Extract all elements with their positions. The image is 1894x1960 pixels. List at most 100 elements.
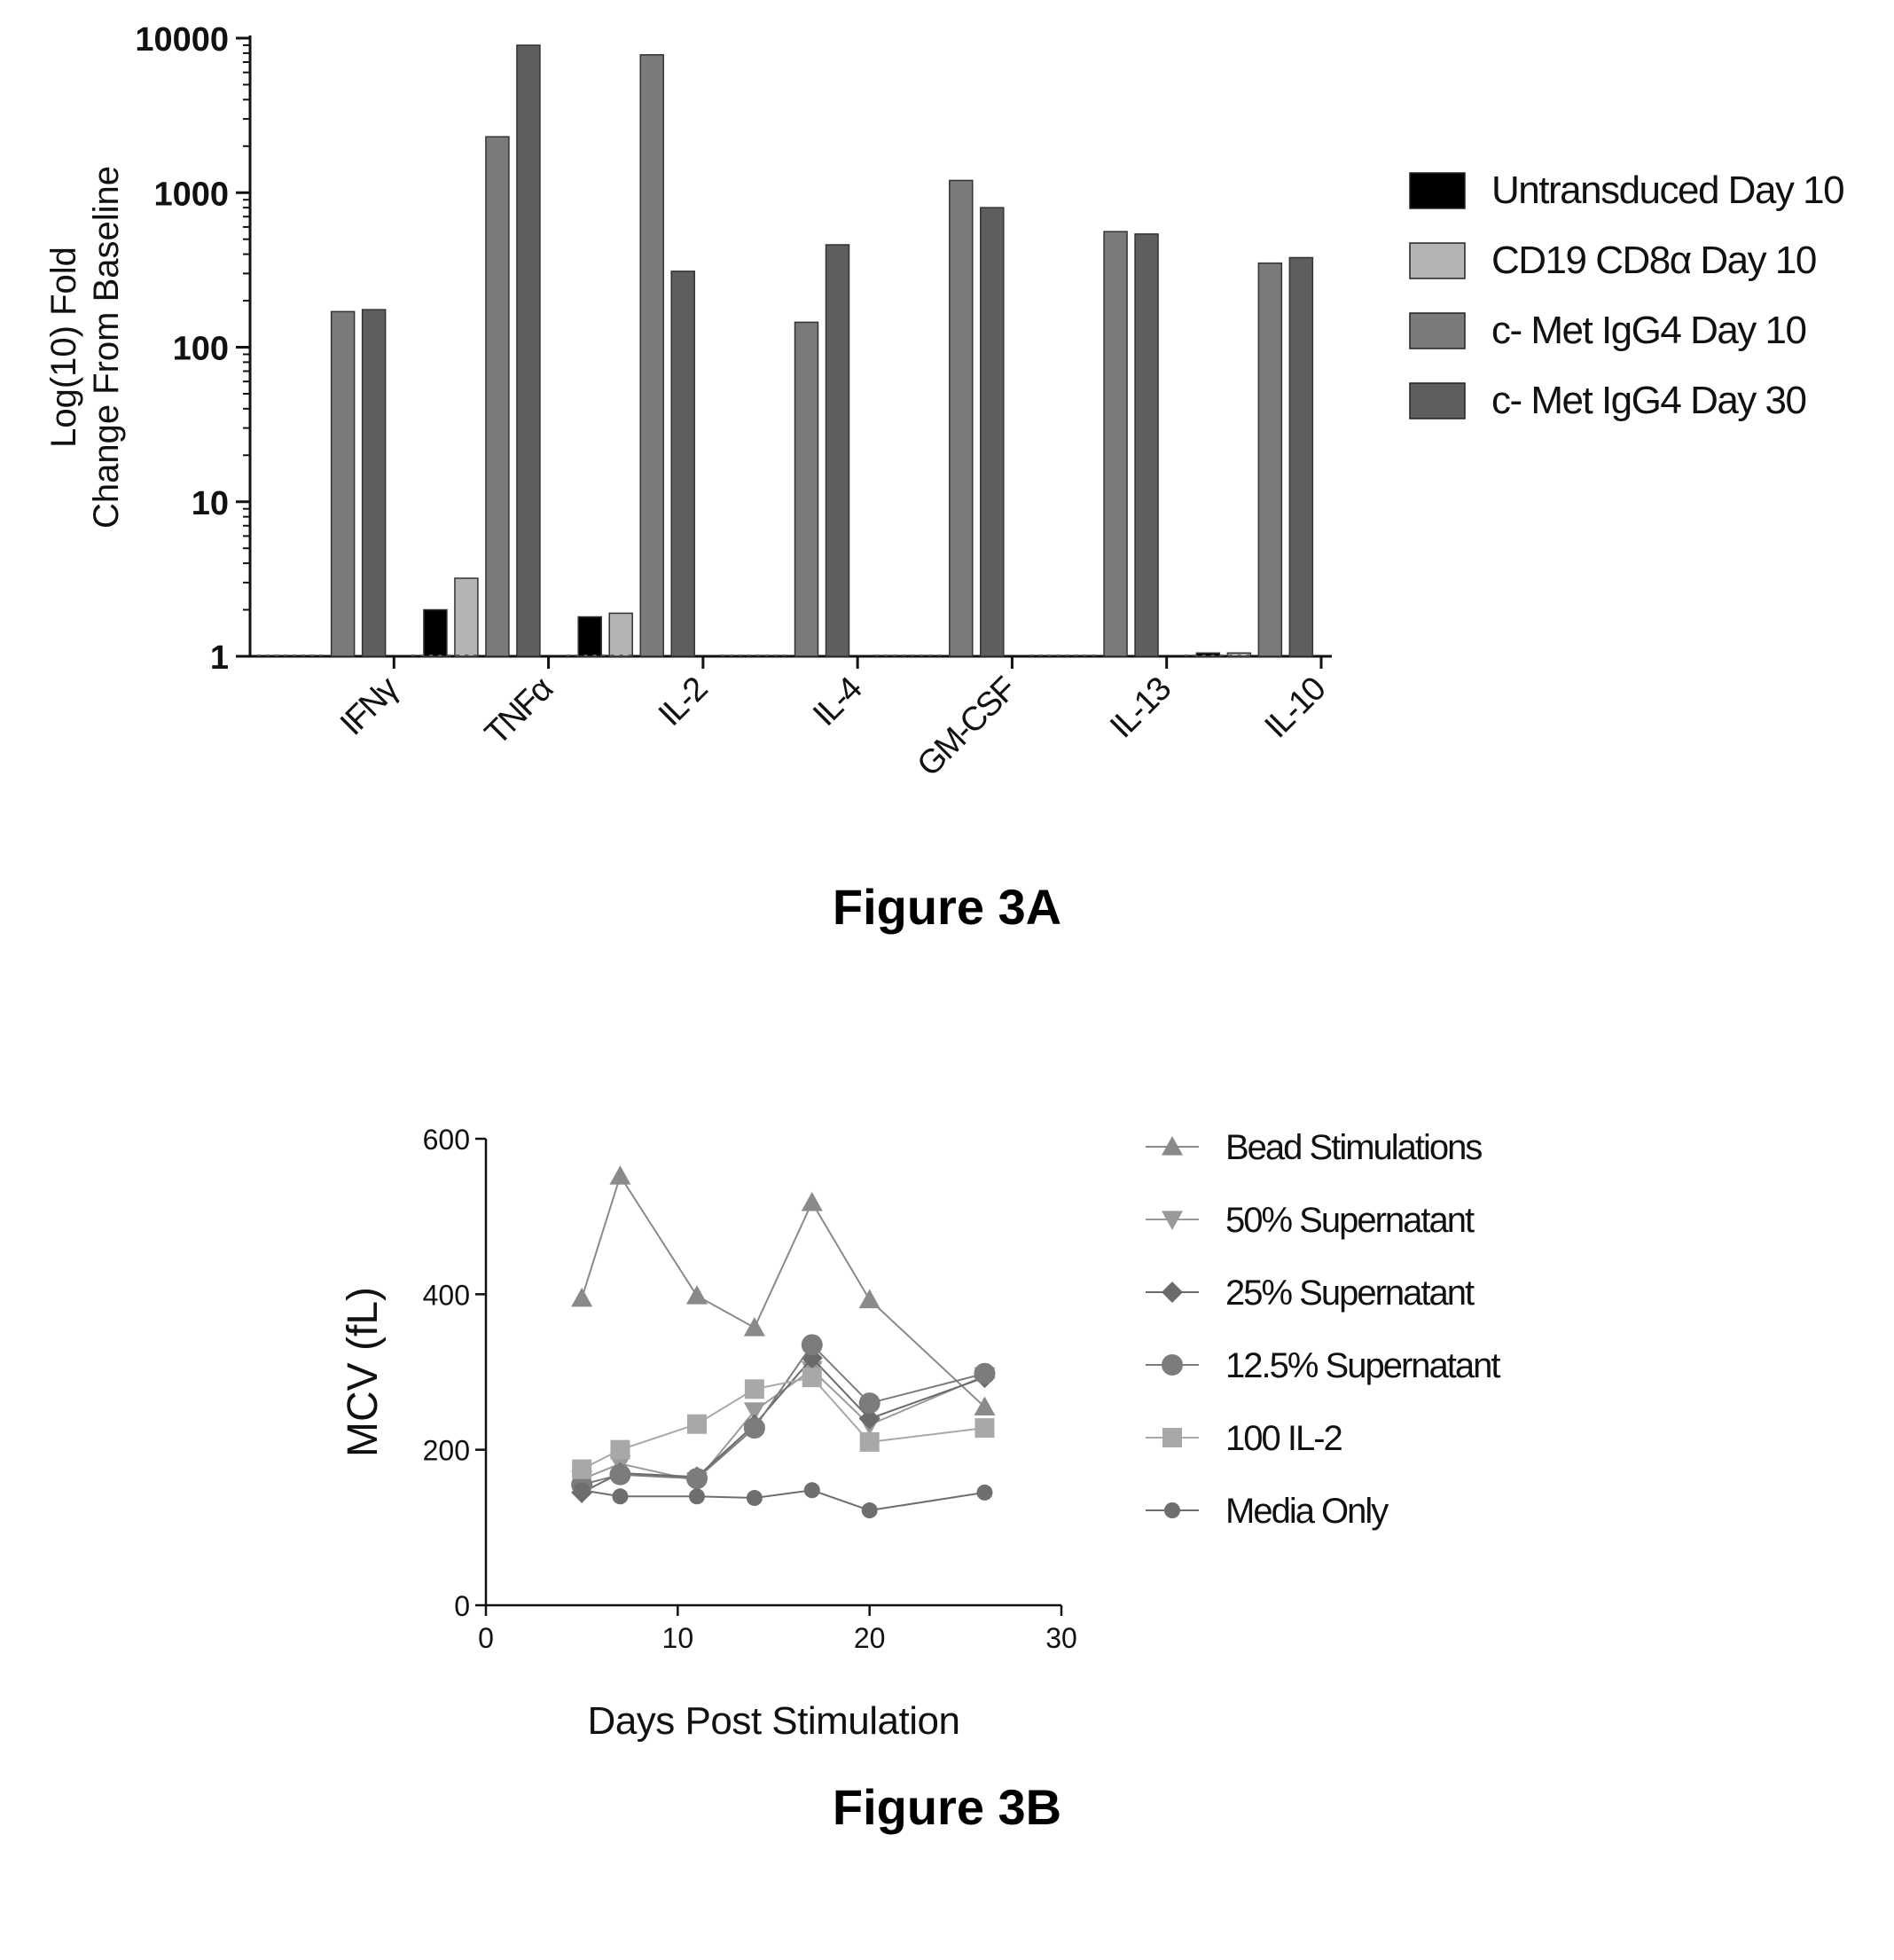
point-12-5-supernatant-day-20	[858, 1392, 880, 1415]
bar-untransduced-day-10-il-10	[1195, 652, 1221, 657]
point-media-only-day-11	[688, 1488, 705, 1505]
bar-c-met-igg4-day-30-il-13	[1134, 233, 1159, 657]
chart-3a: 1 10 100 1000 10000 Log(10) Fold Change From B…	[44, 21, 1845, 784]
series-100-il-2	[572, 1368, 995, 1479]
point-100-il-2-day-17	[802, 1368, 822, 1388]
chart-3b: 0 200 400 600 0 10 20 30 Days Post Stimulation MC…	[340, 1124, 1502, 1743]
bar-cd19-cd8-day-10-tnf	[454, 577, 479, 657]
line-bead-stimulations	[581, 1173, 986, 1408]
y-tick-label: 10000	[135, 21, 229, 59]
point-media-only-day-14	[746, 1490, 763, 1507]
y-tick-label: 600	[423, 1124, 470, 1156]
point-media-only-day-17	[803, 1482, 820, 1499]
legend-label-untransduced-day-10: Untransduced Day 10	[1491, 169, 1843, 212]
point-media-only-day-20	[861, 1502, 878, 1519]
legend-label-25-supernatant: 25% Supernatant	[1225, 1274, 1475, 1313]
bar-untransduced-day-10-il-2	[577, 615, 602, 657]
bar-c-met-igg4-day-30-il-10	[1288, 256, 1314, 657]
legend-label-bead-stimulations: Bead Stimulations	[1225, 1128, 1482, 1167]
legend-swatch-c-met-igg4-day-30	[1409, 382, 1466, 419]
point-media-only-day-5	[574, 1482, 591, 1499]
bar-c-met-igg4-day-10-tnf	[485, 136, 510, 657]
point-media-only-day-26	[976, 1484, 993, 1501]
x-axis-label: Days Post Stimulation	[588, 1699, 960, 1743]
legend-swatch-c-met-igg4-day-10	[1409, 312, 1466, 349]
x-tick-label-il-2: IL-2	[652, 670, 715, 733]
point-12-5-supernatant-day-14	[743, 1417, 765, 1439]
bar-c-met-igg4-day-10-il-2	[639, 54, 664, 657]
bar-c-met-igg4-day-10-il-4	[794, 321, 819, 657]
series-bead-stimulations	[571, 1165, 996, 1416]
x-tick-label: 0	[478, 1622, 494, 1654]
x-tick-label-ifn: IFNγ	[333, 670, 406, 742]
y-axis-label-line: Log(10) Fold	[44, 247, 83, 448]
caption-figure-3a: Figure 3A	[832, 879, 1062, 935]
legend-label-c-met-igg4-day-30: c- Met IgG4 Day 30	[1491, 379, 1806, 422]
y-axis-label: Log(10) Fold Change From Baseline	[44, 166, 126, 529]
y-tick-label: 10	[192, 485, 229, 522]
y-tick-label: 1000	[153, 176, 229, 213]
x-tick-label-gm-csf: GM-CSF	[911, 670, 1024, 784]
y-tick-label: 400	[423, 1279, 470, 1311]
line-media-only	[582, 1489, 985, 1512]
legend-swatch-cd19-cd8-day-10	[1409, 242, 1466, 279]
point-bead-stimulations-day-17	[801, 1191, 823, 1211]
y-tick-label: 1	[210, 639, 229, 677]
legend-label-media-only: Media Only	[1225, 1492, 1389, 1531]
legend-label-50-supernatant: 50% Supernatant	[1225, 1201, 1475, 1240]
legend-marker-12-5-supernatant	[1162, 1354, 1183, 1376]
point-100-il-2-day-7	[610, 1439, 630, 1460]
bar-c-met-igg4-day-10-il-10	[1257, 262, 1283, 657]
legend-label-12-5-supernatant: 12.5% Supernatant	[1225, 1346, 1500, 1385]
series-50-supernatant	[571, 1360, 996, 1492]
point-media-only-day-7	[612, 1488, 629, 1505]
point-bead-stimulations-day-11	[685, 1285, 708, 1305]
point-100-il-2-day-11	[686, 1414, 707, 1434]
y-tick-label: 200	[423, 1435, 470, 1467]
bar-c-met-igg4-day-10-il-13	[1103, 231, 1128, 657]
legend-marker-media-only	[1164, 1502, 1180, 1518]
legend-swatch-untransduced-day-10	[1409, 172, 1466, 209]
figure-page: 1 10 100 1000 10000 Log(10) Fold Change From B…	[44, 21, 1845, 1835]
point-bead-stimulations-day-26	[974, 1396, 996, 1416]
bar-c-met-igg4-day-30-gm-csf	[980, 207, 1005, 657]
x-tick-label: 10	[662, 1622, 694, 1654]
y-tick-label: 0	[454, 1590, 470, 1622]
x-tick-label-tnf: TNFα	[478, 670, 560, 753]
bar-c-met-igg4-day-30-il-4	[825, 244, 850, 657]
legend-label-c-met-igg4-day-10: c- Met IgG4 Day 10	[1491, 309, 1806, 352]
bar-c-met-igg4-day-10-ifn	[330, 310, 356, 657]
point-bead-stimulations-day-20	[858, 1289, 880, 1309]
bar-untransduced-day-10-tnf	[423, 608, 448, 657]
bar-cd19-cd8-day-10-il-2	[608, 612, 633, 657]
point-100-il-2-day-14	[744, 1379, 764, 1399]
point-bead-stimulations-day-7	[609, 1165, 631, 1185]
y-axis-label-line: Change From Baseline	[87, 166, 126, 529]
line-25-supernatant	[581, 1356, 985, 1494]
point-50-supernatant-day-14	[743, 1402, 765, 1422]
point-bead-stimulations-day-14	[743, 1317, 765, 1337]
point-25-supernatant-day-17	[801, 1347, 823, 1369]
point-12-5-supernatant-day-17	[801, 1334, 823, 1356]
x-tick-label-il-4: IL-4	[806, 670, 870, 733]
legend-marker-50-supernatant	[1162, 1211, 1183, 1230]
legend-label-cd19-cd8-day-10: CD19 CD8α Day 10	[1491, 239, 1816, 282]
point-100-il-2-day-20	[859, 1431, 880, 1452]
line-12-5-supernatant	[581, 1343, 985, 1486]
point-12-5-supernatant-day-26	[974, 1362, 996, 1384]
point-bead-stimulations-day-5	[571, 1287, 593, 1307]
point-25-supernatant-day-20	[858, 1407, 880, 1430]
point-12-5-supernatant-day-7	[609, 1463, 631, 1486]
x-tick-label: 20	[854, 1622, 886, 1654]
y-tick-label: 100	[173, 331, 229, 368]
series-12-5-supernatant	[571, 1334, 996, 1496]
point-12-5-supernatant-day-11	[685, 1468, 708, 1490]
bar-c-met-igg4-day-30-il-2	[670, 270, 695, 657]
bar-c-met-igg4-day-30-tnf	[516, 44, 541, 657]
legend-marker-25-supernatant	[1162, 1282, 1183, 1303]
legend-marker-bead-stimulations	[1162, 1136, 1183, 1156]
legend-label-100-il-2: 100 IL-2	[1225, 1419, 1342, 1458]
bar-c-met-igg4-day-30-ifn	[361, 309, 387, 657]
point-100-il-2-day-26	[974, 1418, 995, 1439]
x-tick-label: 30	[1045, 1622, 1077, 1654]
